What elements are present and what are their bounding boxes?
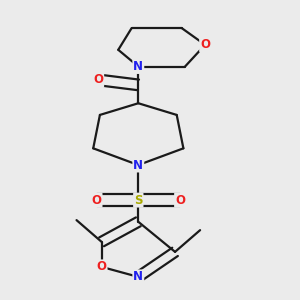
Text: O: O bbox=[200, 38, 210, 51]
Text: O: O bbox=[97, 260, 106, 273]
Text: S: S bbox=[134, 194, 142, 207]
Text: N: N bbox=[133, 158, 143, 172]
Text: N: N bbox=[133, 60, 143, 73]
Text: N: N bbox=[133, 270, 143, 284]
Text: O: O bbox=[93, 74, 103, 86]
Text: O: O bbox=[175, 194, 185, 207]
Text: O: O bbox=[92, 194, 102, 207]
